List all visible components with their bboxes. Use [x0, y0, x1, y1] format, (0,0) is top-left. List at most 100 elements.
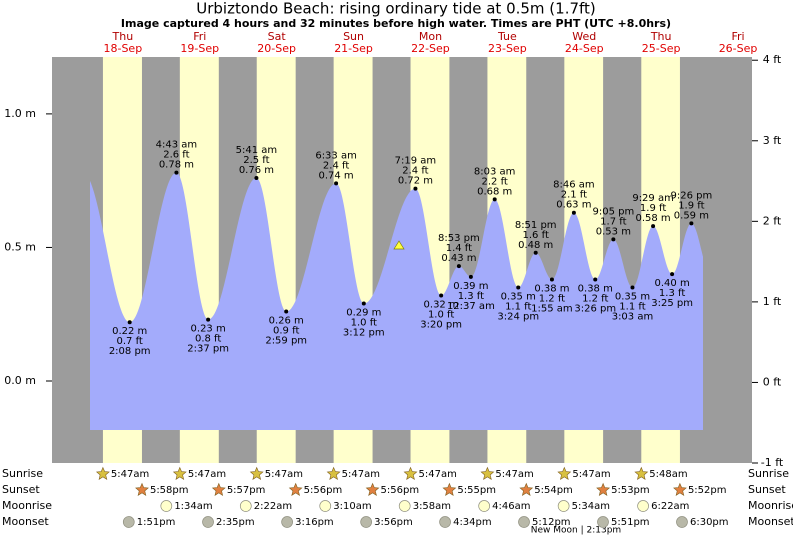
y-tick-label: 0.0 m — [4, 374, 36, 387]
tide-extreme — [670, 272, 675, 277]
moon-icon — [518, 516, 530, 528]
sun-icon — [365, 482, 380, 496]
day-name: Fri — [731, 30, 744, 43]
event-time: 2:22am — [254, 501, 292, 512]
event-time: 6:30pm — [690, 517, 729, 528]
tide-label: 0.72 m — [398, 176, 433, 187]
tide-label: 1.7 ft — [600, 216, 626, 227]
tide-extreme — [651, 224, 656, 229]
tide-label: 0.39 m — [453, 281, 488, 292]
tide-label: 2.6 ft — [163, 150, 189, 161]
moon-icon — [202, 516, 214, 528]
moon-icon — [281, 516, 293, 528]
tide-label: 0.68 m — [477, 186, 512, 197]
event-time: 5:54pm — [534, 485, 573, 496]
day-name: Thu — [650, 30, 672, 43]
sun-icon — [596, 482, 611, 496]
tide-extreme — [468, 274, 473, 279]
event-time: 1:34am — [174, 501, 212, 512]
tide-label: 7:19 am — [395, 156, 437, 167]
day-date: 19-Sep — [180, 42, 219, 55]
event-time: 6:22am — [651, 501, 689, 512]
tide-label: 0.59 m — [674, 210, 709, 221]
event-time: 3:10am — [333, 501, 371, 512]
event-time: 5:47am — [342, 469, 380, 480]
tide-label: 8:53 pm — [438, 233, 480, 244]
tide-label: 0.22 m — [112, 326, 147, 337]
tide-label: 0.48 m — [518, 240, 553, 251]
event-time: 4:34pm — [453, 517, 492, 528]
tide-label: 0.32 m — [424, 300, 459, 311]
day-name: Fri — [193, 30, 206, 43]
event-time: 5:53pm — [611, 485, 650, 496]
day-name: Wed — [572, 30, 596, 43]
tide-label: 6:33 am — [315, 150, 357, 161]
event-time: 5:48am — [649, 469, 687, 480]
tide-extreme — [689, 221, 694, 226]
chart-subtitle: Image captured 4 hours and 32 minutes be… — [121, 17, 671, 30]
tide-label: 9:05 pm — [592, 206, 634, 217]
moon-icon — [439, 516, 451, 528]
day-date: 18-Sep — [103, 42, 142, 55]
tide-label: 2.4 ft — [323, 160, 349, 171]
tide-label: 0.7 ft — [117, 336, 143, 347]
event-time: 5:57pm — [227, 485, 266, 496]
tide-label: 0.63 m — [556, 200, 591, 211]
event-time: 5:56pm — [304, 485, 343, 496]
tide-extreme — [174, 170, 179, 175]
event-time: 5:47am — [572, 469, 610, 480]
tide-extreme — [630, 285, 635, 290]
moon-icon — [319, 500, 332, 512]
moon-icon — [557, 500, 570, 512]
tide-label: 0.23 m — [191, 324, 226, 335]
tide-label: 1.2 ft — [539, 293, 565, 304]
event-time: 5:56pm — [381, 485, 420, 496]
tide-label: 1.4 ft — [446, 243, 472, 254]
moon-icon — [676, 516, 688, 528]
day-date: 20-Sep — [257, 42, 296, 55]
row-label-right: Moonrise — [748, 499, 793, 512]
tide-label: 0.35 m — [501, 292, 536, 303]
moon-icon — [398, 500, 411, 512]
tide-label: 0.8 ft — [195, 334, 221, 345]
day-date: 24-Sep — [565, 42, 604, 55]
tide-label: 0.38 m — [578, 283, 613, 294]
moon-phase: New Moon | 2:13pm — [531, 526, 621, 536]
tide-area — [90, 172, 703, 430]
day-date: 25-Sep — [642, 42, 681, 55]
row-label: Sunrise — [2, 467, 43, 480]
row-label-right: Moonset — [748, 515, 793, 528]
tide-label: 1.9 ft — [678, 200, 704, 211]
tide-label: 0.35 m — [615, 292, 650, 303]
day-name: Mon — [419, 30, 442, 43]
tide-label: 1.3 ft — [659, 288, 685, 299]
tide-label: 0.58 m — [635, 213, 670, 224]
tide-label: 0.78 m — [159, 160, 194, 171]
tide-label: 2.2 ft — [482, 176, 508, 187]
tide-extreme — [611, 237, 616, 242]
event-time: 5:47am — [111, 469, 149, 480]
plot-area: 1.0 m 0.5 m 0.0 m 4 ft 3 ft 2 ft 1 ft 0 ft -1 ft — [4, 53, 784, 469]
event-time: 3:16pm — [295, 517, 334, 528]
day-name: Sat — [268, 30, 287, 43]
tide-extreme — [284, 309, 289, 314]
y2-tick-label: 0 ft — [763, 375, 782, 388]
sun-icon — [673, 482, 687, 496]
tide-label: 1.0 ft — [351, 318, 377, 329]
tide-label: 8:03 am — [474, 166, 516, 177]
tide-label: 3:20 pm — [420, 320, 462, 331]
tide-label: 3:25 pm — [651, 298, 693, 309]
event-time: 4:46am — [492, 501, 530, 512]
y2-tick-label: 3 ft — [763, 134, 782, 147]
tide-label: 1.0 ft — [428, 310, 454, 321]
event-time: 5:55pm — [457, 485, 496, 496]
event-time: 5:47am — [495, 469, 533, 480]
tide-extreme — [361, 301, 366, 306]
day-name: Tue — [497, 30, 517, 43]
tide-label: 9:26 pm — [671, 190, 713, 201]
tide-extreme — [516, 285, 521, 290]
y2-tick-label: 4 ft — [763, 53, 782, 66]
moon-icon — [360, 516, 373, 528]
tide-label: 1.3 ft — [458, 291, 484, 302]
